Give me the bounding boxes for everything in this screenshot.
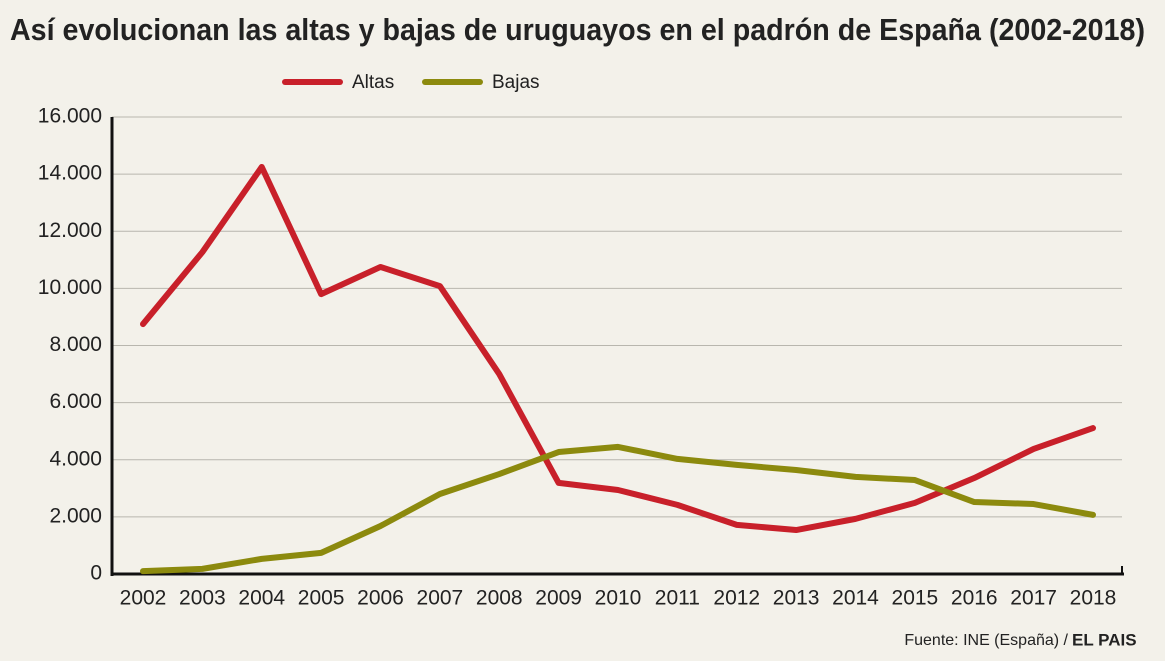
line-series	[140, 443, 1096, 575]
x-tick-label: 2016	[951, 587, 998, 610]
x-tick-label: 2007	[417, 587, 464, 610]
y-tick-label: 12.000	[38, 219, 102, 242]
legend-label: Bajas	[492, 72, 540, 93]
x-tick-label: 2003	[179, 587, 226, 610]
brand: EL PAIS	[1072, 630, 1137, 649]
y-tick-label: 6.000	[49, 390, 102, 413]
x-tick-label: 2018	[1070, 587, 1117, 610]
x-tick-label: 2012	[713, 587, 760, 610]
x-tick-label: 2015	[892, 587, 939, 610]
line-series	[140, 163, 1096, 534]
y-tick-label: 8.000	[49, 333, 102, 356]
y-tick-label: 2.000	[49, 504, 102, 527]
legend-label: Altas	[352, 72, 394, 93]
y-tick-label: 14.000	[38, 162, 102, 185]
source: Fuente: INE (España) /	[904, 632, 1068, 649]
y-tick-label: 4.000	[49, 447, 102, 470]
x-tick-label: 2006	[357, 587, 404, 610]
x-tick-label: 2013	[773, 587, 820, 610]
chart-title: Así evolucionan las altas y bajas de uru…	[10, 12, 1145, 47]
x-tick-label: 2004	[238, 587, 285, 610]
y-tick-label: 16.000	[38, 105, 102, 128]
y-tick-label: 0	[90, 562, 102, 585]
x-tick-label: 2008	[476, 587, 523, 610]
x-tick-label: 2017	[1010, 587, 1057, 610]
x-tick-label: 2011	[655, 587, 700, 610]
x-tick-label: 2005	[298, 587, 345, 610]
y-tick-label: 10.000	[38, 276, 102, 299]
x-tick-label: 2009	[535, 587, 582, 610]
x-tick-label: 2002	[120, 587, 167, 610]
x-tick-label: 2010	[595, 587, 642, 610]
x-tick-label: 2014	[832, 587, 879, 610]
